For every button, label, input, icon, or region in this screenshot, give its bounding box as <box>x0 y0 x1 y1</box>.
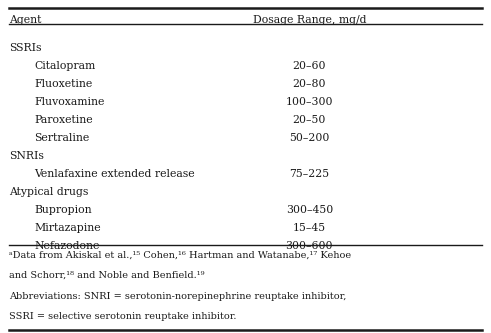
Text: SNRIs: SNRIs <box>9 151 44 161</box>
Text: Agent: Agent <box>9 15 41 25</box>
Text: Nefazodone: Nefazodone <box>34 241 100 251</box>
Text: Dosage Range, mg/d: Dosage Range, mg/d <box>252 15 366 25</box>
Text: Atypical drugs: Atypical drugs <box>9 187 88 197</box>
Text: Sertraline: Sertraline <box>34 133 90 143</box>
Text: Mirtazapine: Mirtazapine <box>34 223 101 233</box>
Text: 300–600: 300–600 <box>286 241 333 251</box>
Text: ᵃData from Akiskal et al.,¹⁵ Cohen,¹⁶ Hartman and Watanabe,¹⁷ Kehoe: ᵃData from Akiskal et al.,¹⁵ Cohen,¹⁶ Ha… <box>9 250 351 259</box>
Text: Venlafaxine extended release: Venlafaxine extended release <box>34 169 195 179</box>
Text: 20–80: 20–80 <box>293 79 326 89</box>
Text: 100–300: 100–300 <box>286 97 333 107</box>
Text: Abbreviations: SNRI = serotonin-norepinephrine reuptake inhibitor,: Abbreviations: SNRI = serotonin-norepine… <box>9 292 346 301</box>
Text: SSRI = selective serotonin reuptake inhibitor.: SSRI = selective serotonin reuptake inhi… <box>9 312 236 321</box>
Text: 75–225: 75–225 <box>289 169 329 179</box>
Text: Fluoxetine: Fluoxetine <box>34 79 93 89</box>
Text: Citalopram: Citalopram <box>34 61 96 71</box>
Text: Paroxetine: Paroxetine <box>34 115 93 125</box>
Text: and Schorr,¹⁸ and Noble and Benfield.¹⁹: and Schorr,¹⁸ and Noble and Benfield.¹⁹ <box>9 271 204 280</box>
Text: 300–450: 300–450 <box>286 205 333 215</box>
Text: Bupropion: Bupropion <box>34 205 92 215</box>
Text: Fluvoxamine: Fluvoxamine <box>34 97 105 107</box>
Text: SSRIs: SSRIs <box>9 43 41 53</box>
Text: 20–50: 20–50 <box>293 115 326 125</box>
Text: 50–200: 50–200 <box>289 133 329 143</box>
Text: 15–45: 15–45 <box>293 223 326 233</box>
Text: 20–60: 20–60 <box>293 61 326 71</box>
